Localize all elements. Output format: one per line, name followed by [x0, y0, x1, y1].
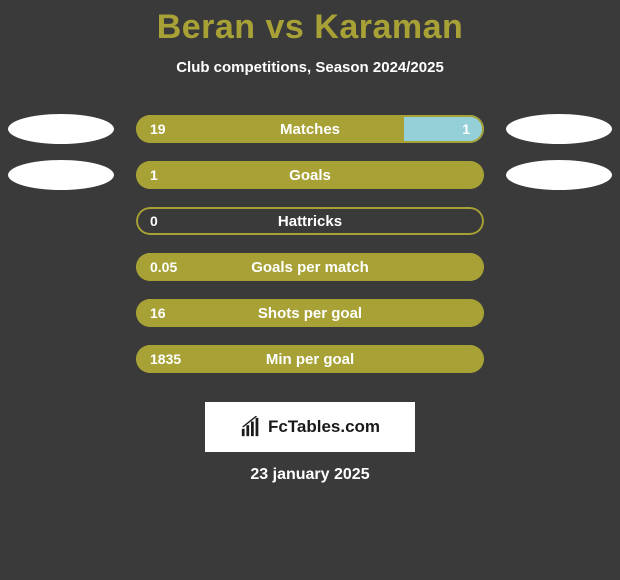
stat-value-left: 1	[150, 161, 158, 189]
stat-row: 16Shots per goal	[0, 290, 620, 336]
stat-value-right: 1	[462, 115, 470, 143]
page-subtitle: Club competitions, Season 2024/2025	[0, 59, 620, 76]
bar-segment-left	[136, 345, 484, 373]
player-left-marker	[8, 114, 114, 144]
bar-segment-left	[136, 161, 484, 189]
stat-bar: 1835Min per goal	[136, 345, 484, 373]
stat-value-left: 0	[150, 207, 158, 235]
stat-value-left: 0.05	[150, 253, 177, 281]
player-right-marker	[506, 160, 612, 190]
stat-bar: 1Goals	[136, 161, 484, 189]
stat-label: Hattricks	[136, 207, 484, 235]
player-left-marker	[8, 160, 114, 190]
stat-bar: 0Hattricks	[136, 207, 484, 235]
stat-row: 1Goals	[0, 152, 620, 198]
stat-row: 191Matches	[0, 106, 620, 152]
player-right-marker	[506, 114, 612, 144]
brand-text: FcTables.com	[268, 417, 380, 437]
stat-bar: 0.05Goals per match	[136, 253, 484, 281]
brand-box: FcTables.com	[205, 402, 415, 452]
footer-date: 23 january 2025	[0, 466, 620, 484]
bar-border	[136, 207, 484, 235]
stat-value-left: 19	[150, 115, 166, 143]
stat-row: 1835Min per goal	[0, 336, 620, 382]
bar-segment-left	[136, 115, 404, 143]
chart-icon	[240, 416, 262, 438]
stat-value-left: 1835	[150, 345, 181, 373]
stat-bar: 16Shots per goal	[136, 299, 484, 327]
stat-row: 0.05Goals per match	[0, 244, 620, 290]
stat-bar: 191Matches	[136, 115, 484, 143]
comparison-rows: 191Matches1Goals0Hattricks0.05Goals per …	[0, 106, 620, 382]
page-title: Beran vs Karaman	[0, 0, 620, 47]
stat-value-left: 16	[150, 299, 166, 327]
bar-segment-left	[136, 299, 484, 327]
bar-segment-left	[136, 253, 484, 281]
bar-segment-right	[404, 115, 484, 143]
stat-row: 0Hattricks	[0, 198, 620, 244]
